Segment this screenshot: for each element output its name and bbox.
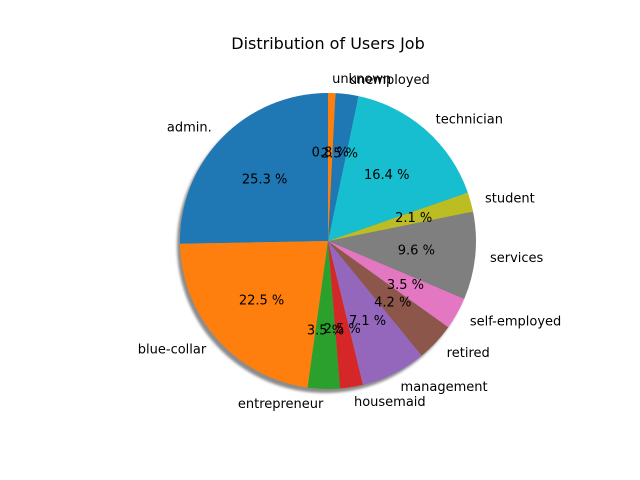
pie-slice-entrepreneur [307, 241, 341, 389]
pie-label-blue-collar: blue-collar [138, 343, 207, 358]
pie-percent-housemaid: 2.5 % [324, 322, 361, 337]
pie-label-services: services [490, 251, 544, 266]
pie-percent-retired: 4.2 % [374, 295, 411, 310]
pie-label-retired: retired [447, 346, 490, 361]
pie-label-entrepreneur: entrepreneur [238, 397, 324, 412]
pie-label-self-employed: self-employed [470, 314, 561, 329]
pie-label-management: management [401, 380, 488, 395]
pie-slice-admin [179, 93, 328, 244]
pie-percent-technician: 16.4 % [364, 168, 409, 183]
pie-percent-unemployed: 2.5 % [321, 146, 358, 161]
pie-percent-self-employed: 3.5 % [387, 278, 424, 293]
pie-label-technician: technician [436, 112, 503, 127]
pie-percent-student: 2.1 % [395, 211, 432, 226]
pie-label-admin: admin. [167, 120, 212, 135]
pie-slice-unknown [328, 93, 336, 241]
pie-slice-blue-collar [180, 241, 328, 388]
pie-slice-self-employed [328, 241, 465, 328]
pie-slices [179, 93, 476, 389]
pie-percent-entrepreneur: 3.5 % [307, 323, 344, 338]
pie-percent-management: 7.1 % [349, 314, 386, 329]
pie-label-student: student [485, 192, 535, 207]
pie-percent-unknown: 0.8 % [312, 146, 349, 161]
pie-category-labels: admin. blue-collar entrepreneur housemaidma… [138, 72, 562, 412]
pie-slice-management [328, 241, 422, 385]
pie-slice-unemployed [328, 93, 359, 242]
pie-percent-labels: 25.3 %22.5 %3.5 %2.5 %7.1 %4.2 %3.5 %9.6… [239, 146, 435, 339]
pie-percent-admin: 25.3 % [242, 172, 287, 187]
pie-slice-housemaid [328, 241, 364, 389]
pie-slice-services [328, 211, 476, 299]
pie-percent-services: 9.6 % [398, 243, 435, 258]
pie-label-unemployed: unemployed [349, 73, 430, 88]
pie-label-unknown: unknown [332, 72, 391, 87]
pie-label-housemaid: housemaid [354, 395, 426, 410]
pie-slice-technician [328, 96, 468, 241]
pie-percent-blue-collar: 22.5 % [239, 293, 284, 308]
chart-title: Distribution of Users Job [231, 34, 425, 53]
pie-slice-retired [328, 241, 449, 356]
pie-slice-student [328, 192, 474, 241]
